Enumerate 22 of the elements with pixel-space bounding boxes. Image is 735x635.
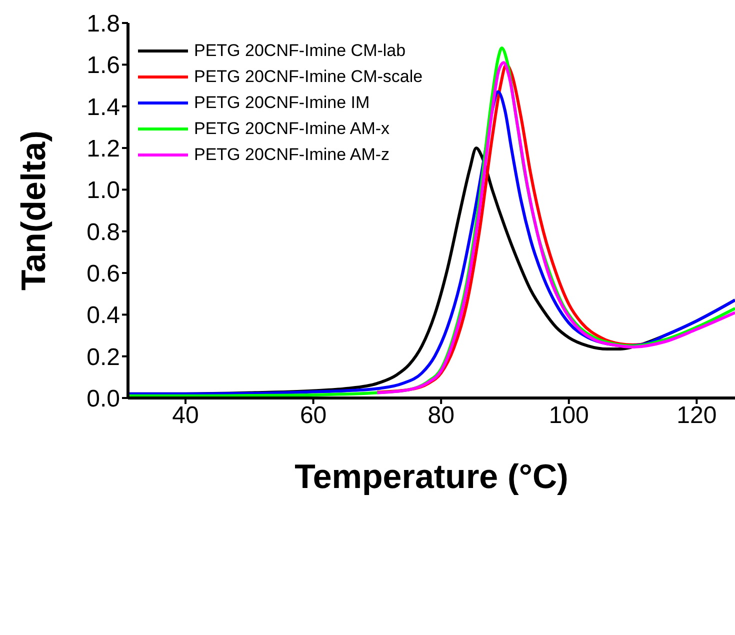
x-tick-label: 60 [300,402,327,430]
y-tick-label: 0.6 [86,260,120,288]
legend-label: PETG 20CNF-Imine CM-scale [194,67,423,87]
y-tick-label: 1.4 [86,94,120,121]
x-axis-title: Temperature (°C) [294,458,568,496]
legend-label: PETG 20CNF-Imine AM-z [194,145,390,165]
y-tick-label: 0.2 [86,344,120,371]
y-tick-label: 1.0 [86,177,120,204]
legend-label: PETG 20CNF-Imine AM-x [194,119,390,139]
legend-label: PETG 20CNF-Imine IM [194,93,370,113]
y-axis-title: Tan(delta) [15,130,54,290]
y-tick-label: 0.4 [86,302,120,330]
x-tick-label: 40 [172,402,199,430]
x-tick-label: 80 [428,402,454,430]
y-tick-label: 0.8 [86,218,120,246]
y-tick-label: 1.8 [86,10,120,38]
x-tick-label: 100 [548,402,589,430]
y-tick-label: 1.6 [86,52,120,80]
y-tick-label: 0.0 [86,386,120,413]
x-tick-label: 120 [676,402,717,430]
y-tick-label: 1.2 [86,136,120,163]
legend-label: PETG 20CNF-Imine CM-lab [194,41,406,61]
